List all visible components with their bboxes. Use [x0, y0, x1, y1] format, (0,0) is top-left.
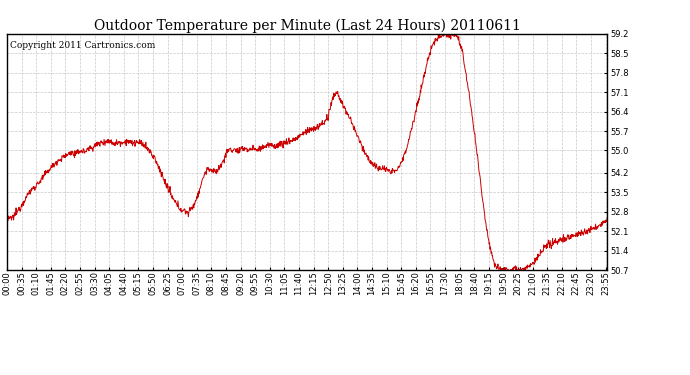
Text: Copyright 2011 Cartronics.com: Copyright 2011 Cartronics.com [10, 41, 155, 50]
Title: Outdoor Temperature per Minute (Last 24 Hours) 20110611: Outdoor Temperature per Minute (Last 24 … [94, 18, 520, 33]
